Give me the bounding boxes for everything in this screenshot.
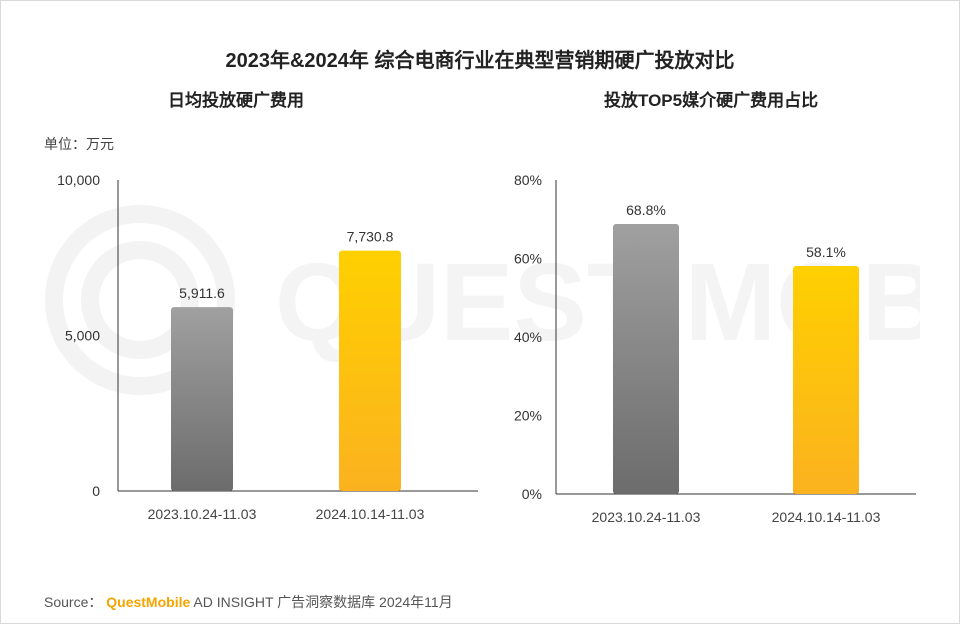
unit-label: 单位：万元 — [44, 136, 114, 152]
right-y-tick-label: 60% — [514, 251, 542, 267]
source-prefix: Source： — [44, 594, 103, 610]
right-chart-title: 投放TOP5媒介硬广费用占比 — [604, 91, 819, 110]
page-title: 2023年&2024年 综合电商行业在典型营销期硬广投放对比 — [225, 50, 735, 72]
right-y-tick-label: 20% — [514, 408, 542, 424]
left-bar-2 — [339, 250, 401, 491]
left-bar-value-label: 5,911.6 — [179, 285, 225, 301]
source-brand: QuestMobile — [106, 594, 191, 610]
source-note: Source： QuestMobile AD INSIGHT 广告洞察数据库 2… — [44, 592, 453, 612]
right-bar-value-label: 58.1% — [806, 244, 846, 260]
right-y-tick-label: 80% — [514, 172, 542, 188]
right-bar-1 — [613, 223, 679, 494]
left-x-category-label: 2023.10.24-11.03 — [148, 506, 257, 522]
left-y-tick-label: 5,000 — [65, 328, 100, 344]
left-y-tick-label: 0 — [92, 483, 100, 499]
left-chart-title: 日均投放硬广费用 — [168, 91, 304, 110]
right-x-category-label: 2024.10.14-11.03 — [772, 509, 881, 525]
right-bar-2 — [793, 265, 859, 494]
right-x-category-label: 2023.10.24-11.03 — [592, 509, 701, 525]
left-x-category-label: 2024.10.14-11.03 — [316, 506, 425, 522]
right-y-tick-label: 40% — [514, 329, 542, 345]
right-y-tick-label: 0% — [522, 486, 542, 502]
left-bar-value-label: 7,730.8 — [347, 229, 394, 245]
right-bar-value-label: 68.8% — [626, 202, 666, 218]
left-y-tick-label: 10,000 — [57, 172, 100, 188]
source-rest: AD INSIGHT 广告洞察数据库 2024年11月 — [193, 594, 453, 610]
left-bar-1 — [171, 307, 233, 491]
